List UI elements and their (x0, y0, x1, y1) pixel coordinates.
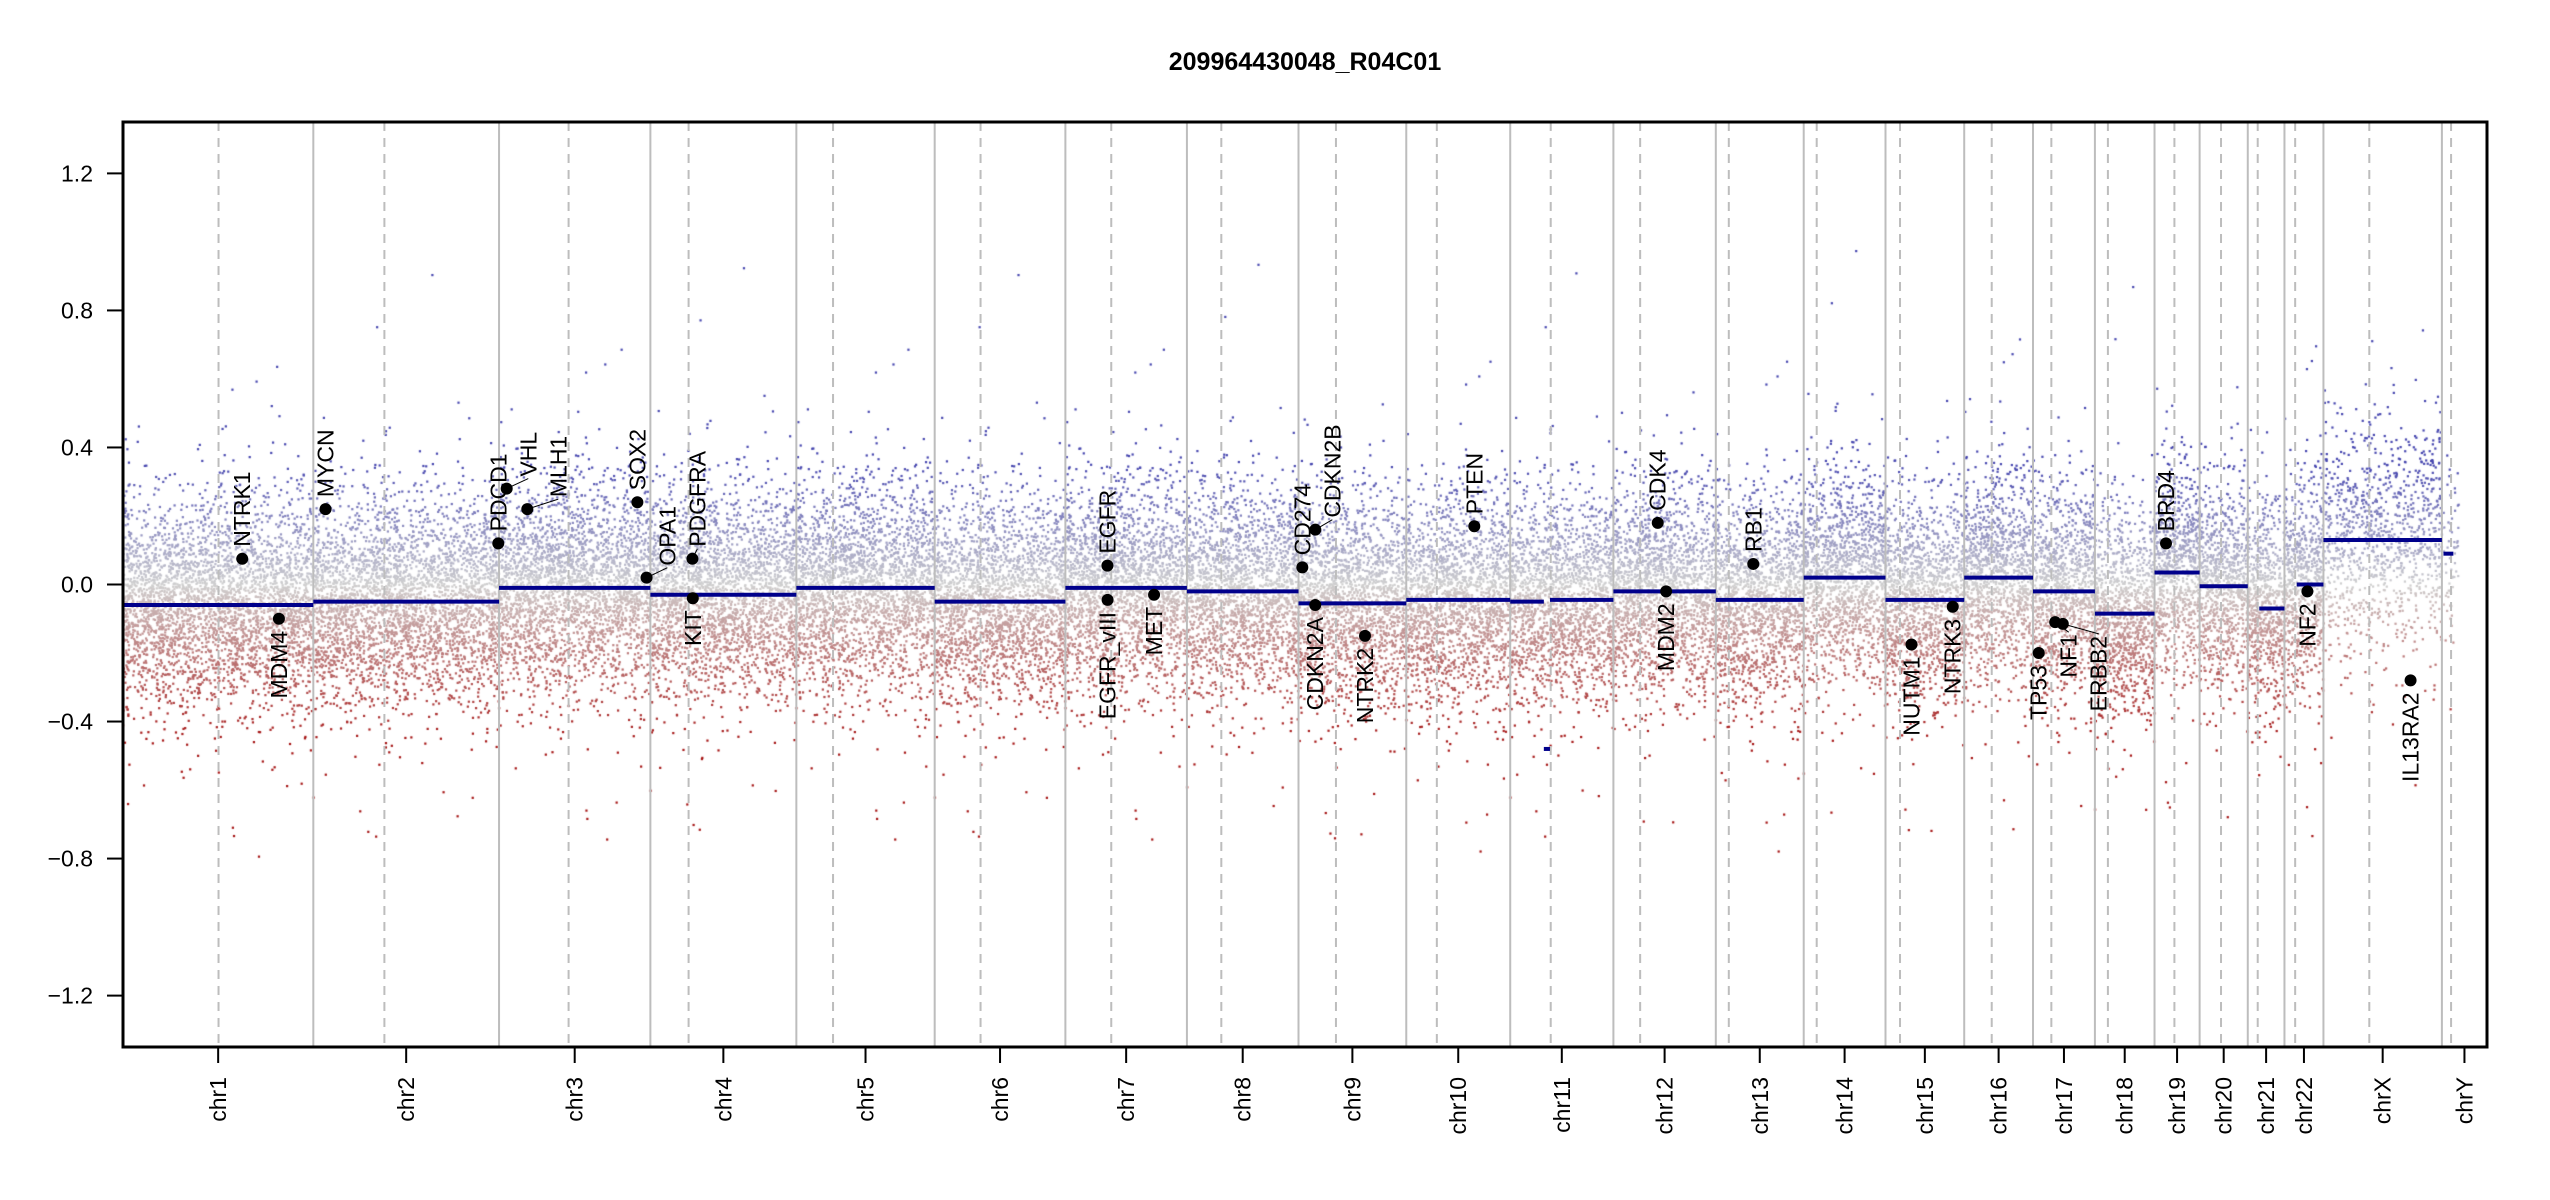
y-tick-label: −0.8 (48, 846, 93, 872)
x-tick-label: chr22 (2291, 1077, 2317, 1135)
gene-label: CD274 (1289, 484, 1315, 556)
gene-point (319, 503, 332, 516)
y-tick-label: −0.4 (48, 709, 94, 735)
y-tick-label: −1.2 (48, 983, 93, 1009)
gene-label: KIT (680, 610, 706, 646)
x-tick-label: chr1 (205, 1077, 231, 1122)
gene-point (236, 552, 249, 565)
gene-point (1468, 520, 1481, 533)
gene-label: NTRK2 (1352, 648, 1378, 723)
gene-point (1296, 561, 1309, 574)
gene-label: CDKN2A (1302, 616, 1328, 710)
gene-point (2301, 585, 2314, 598)
gene-label: MLH1 (545, 436, 571, 497)
gene-label: ERBB2 (2086, 636, 2112, 711)
x-tick-label: chr17 (2051, 1077, 2077, 1135)
gene-point (1148, 588, 1161, 601)
gene-label: BRD4 (2153, 470, 2179, 532)
x-tick-label: chrX (2370, 1077, 2396, 1124)
gene-label: EGFR (1094, 490, 1120, 554)
gene-label: NTRK3 (1940, 619, 1966, 694)
x-tick-label: chr8 (1230, 1077, 1256, 1122)
y-tick-label: 0.0 (61, 572, 93, 598)
gene-label: EGFR_vIII (1095, 612, 1121, 719)
gene-label: MDM2 (1653, 603, 1679, 671)
gene-label: MYCN (313, 429, 339, 497)
gene-point (1905, 638, 1918, 651)
gene-point (1101, 559, 1114, 572)
x-tick-label: chr14 (1832, 1077, 1858, 1135)
x-tick-label: chr11 (1549, 1077, 1575, 1133)
gene-label: VHL (515, 432, 541, 477)
gene-label: NF1 (2056, 634, 2082, 677)
gene-label: TP53 (2026, 665, 2052, 720)
gene-leader-line (646, 567, 668, 579)
gene-label: SOX2 (624, 429, 650, 490)
gene-label: NUTM1 (1898, 656, 1924, 735)
gene-point (1946, 600, 1959, 613)
gene-label: MET (1141, 607, 1167, 656)
gene-point (1660, 585, 1673, 598)
gene-label: CDK4 (1645, 449, 1671, 511)
gene-label: CDKN2B (1319, 424, 1345, 517)
x-tick-label: chr19 (2164, 1077, 2190, 1135)
x-tick-label: chr15 (1912, 1077, 1938, 1135)
gene-label: NF2 (2294, 603, 2320, 646)
x-tick-label: chr7 (1113, 1077, 1139, 1122)
gene-point (272, 612, 285, 625)
gene-leader-line (527, 498, 559, 510)
chromosome-lines (217, 122, 2453, 1047)
gene-point (686, 592, 699, 605)
x-tick-label: chr10 (1445, 1077, 1471, 1135)
gene-point (2404, 674, 2417, 687)
x-tick-label: chr18 (2112, 1077, 2138, 1135)
y-tick-label: 1.2 (61, 160, 93, 186)
x-tick-label: chr9 (1339, 1077, 1365, 1122)
gene-point (492, 537, 505, 550)
segments (123, 537, 2454, 751)
gene-label: PDGFRA (684, 450, 710, 547)
axes: −1.2 −0.8 −0.4 0.0 0.4 0.8 1.2 chr1 chr2 chr3 chr4… (48, 120, 2489, 1135)
x-tick-label: chr4 (710, 1077, 736, 1122)
gene-point (1747, 557, 1760, 570)
gene-point (1101, 593, 1114, 606)
y-tick-label: 0.8 (61, 297, 93, 323)
gene-leader-line (506, 478, 529, 490)
gene-point (631, 496, 644, 509)
gene-label: PTEN (1461, 453, 1487, 514)
x-tick-label: chr20 (2211, 1077, 2237, 1135)
x-tick-label: chr6 (987, 1077, 1013, 1122)
gene-label: MDM4 (266, 631, 292, 699)
gene-label: OPA1 (654, 506, 680, 566)
gene-point (2032, 647, 2045, 660)
x-tick-label: chr12 (1652, 1077, 1678, 1135)
gene-point (1309, 599, 1322, 612)
plot-frame (121, 120, 2489, 1049)
x-tick-label: chr3 (562, 1077, 588, 1122)
gene-point (1651, 516, 1664, 529)
x-tick-label: chr5 (853, 1077, 879, 1122)
x-tick-label: chr13 (1747, 1077, 1773, 1135)
x-tick-label: chr2 (393, 1077, 419, 1122)
gene-leader-line (1315, 519, 1333, 531)
gene-label: RB1 (1740, 507, 1766, 552)
gene-point (2159, 537, 2172, 550)
gene-leader-line (691, 548, 698, 560)
gene-leader-line (2062, 623, 2099, 635)
gene-label: NTRK1 (229, 471, 255, 546)
y-tick-label: 0.4 (61, 434, 93, 460)
gene-point (1358, 629, 1371, 642)
x-tick-label: chr21 (2253, 1077, 2279, 1135)
chart-title: 209964430048_R04C01 (1169, 48, 1442, 76)
x-tick-label: chr16 (1986, 1077, 2012, 1135)
gene-label: IL13RA2 (2398, 692, 2424, 782)
x-tick-label: chrY (2451, 1077, 2477, 1124)
